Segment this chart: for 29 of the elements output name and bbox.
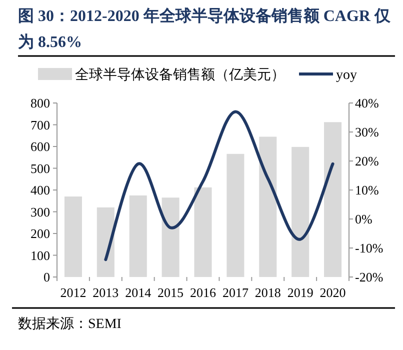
y2tick: -10% [355, 240, 384, 256]
xtick: 2013 [92, 285, 119, 300]
xtick: 2018 [254, 285, 281, 300]
ytick: 0 [44, 270, 50, 284]
ytick: 800 [30, 96, 50, 110]
ytick: 700 [30, 117, 50, 132]
xtick: 2016 [190, 285, 216, 300]
ytick: 200 [30, 226, 50, 241]
xtick: 2014 [125, 285, 152, 300]
ytick: 400 [30, 182, 50, 198]
y2tick: 30% [355, 124, 379, 140]
y2tick: 0% [355, 212, 372, 226]
legend: yoy [336, 68, 357, 83]
ytick: 100 [30, 248, 50, 263]
xtick: 2020 [320, 285, 346, 300]
annotation: 数据来源：SEMI [18, 317, 122, 332]
y2tick: 40% [355, 96, 379, 110]
y2tick: 20% [355, 154, 379, 168]
xtick: 2019 [287, 285, 314, 300]
xtick: 2012 [60, 285, 86, 300]
y2tick: -20% [355, 270, 384, 284]
ytick: 500 [30, 160, 50, 176]
ytick: 300 [30, 204, 50, 220]
y2tick: 10% [355, 182, 379, 198]
title: 图 30：2012-2020 年全球半导体设备销售额 CAGR 仅为 8.56% [18, 6, 392, 53]
xtick: 2015 [158, 285, 184, 300]
ytick: 600 [30, 139, 50, 154]
xtick: 2017 [222, 285, 248, 300]
legend: 全球半导体设备销售额（亿美元） [75, 68, 285, 83]
